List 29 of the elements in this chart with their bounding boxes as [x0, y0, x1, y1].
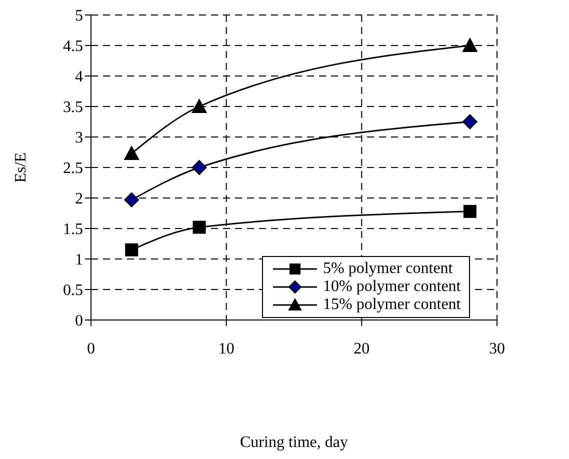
legend-label: 10% polymer content: [323, 278, 461, 296]
point: [124, 192, 140, 208]
y-axis-title: Es/E: [12, 152, 30, 183]
point: [463, 204, 476, 218]
x-tick-label: 10: [218, 340, 234, 358]
y-tick-label: 2.5: [63, 160, 83, 178]
point: [192, 160, 207, 175]
y-tick-label: 3.5: [63, 99, 83, 116]
point: [125, 243, 138, 256]
y-tick-label: 0.5: [63, 282, 83, 300]
point: [124, 146, 140, 160]
y-tick-label: 4: [75, 68, 83, 86]
x-tick-label: 30: [489, 340, 505, 358]
point: [192, 220, 206, 234]
legend-label: 15% polymer content: [323, 296, 461, 314]
y-tick-label: 3: [75, 130, 83, 147]
y-tick-label: 5: [75, 8, 83, 25]
legend-label: 5% polymer content: [323, 260, 453, 278]
y-tick-label: 0: [75, 312, 83, 330]
point: [462, 38, 478, 52]
x-tick-label: 0: [87, 340, 95, 358]
y-tick-label: 2: [75, 190, 83, 208]
x-tick-label: 20: [354, 340, 370, 358]
point: [192, 99, 207, 113]
point: [462, 114, 478, 130]
x-axis-title: Curing time, day: [240, 434, 348, 451]
y-tick-label: 1.5: [63, 221, 83, 238]
y-tick-label: 4.5: [63, 38, 83, 56]
y-tick-label: 1: [75, 252, 83, 269]
